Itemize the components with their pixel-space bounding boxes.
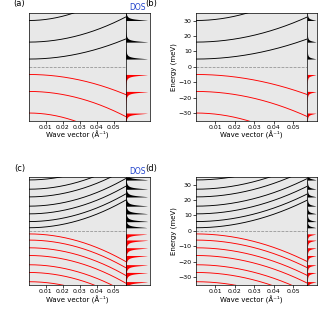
Text: DOS: DOS xyxy=(130,3,146,12)
Y-axis label: Energy (meV): Energy (meV) xyxy=(171,207,177,255)
Y-axis label: Energy (meV): Energy (meV) xyxy=(171,43,177,91)
Text: DOS: DOS xyxy=(130,167,146,176)
X-axis label: Wave vector (Å⁻¹): Wave vector (Å⁻¹) xyxy=(46,295,108,304)
Text: (d): (d) xyxy=(145,164,157,172)
Text: (b): (b) xyxy=(145,0,157,9)
X-axis label: Wave vector (Å⁻¹): Wave vector (Å⁻¹) xyxy=(220,295,283,304)
X-axis label: Wave vector (Å⁻¹): Wave vector (Å⁻¹) xyxy=(46,131,108,140)
X-axis label: Wave vector (Å⁻¹): Wave vector (Å⁻¹) xyxy=(220,131,283,140)
Text: (c): (c) xyxy=(14,164,25,172)
Text: (a): (a) xyxy=(13,0,25,9)
